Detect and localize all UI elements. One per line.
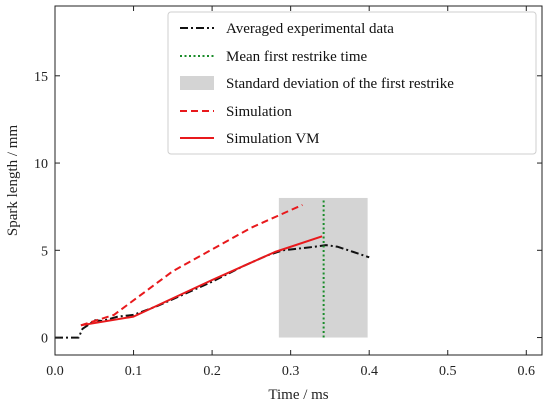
x-tick-label: 0.2 <box>203 364 221 379</box>
legend-label-simulation: Simulation <box>226 104 292 120</box>
legend-entry-simulation-vm: Simulation VM <box>180 131 320 147</box>
x-tick-label: 0.4 <box>360 364 378 379</box>
legend-label-experimental: Averaged experimental data <box>226 21 394 37</box>
y-tick-label: 10 <box>34 157 48 172</box>
legend-label-std-band: Standard deviation of the first restrike <box>226 76 454 92</box>
x-tick-label: 0.3 <box>282 364 300 379</box>
plot-frame <box>54 5 543 356</box>
y-tick-label: 5 <box>41 244 48 259</box>
y-tick-label: 0 <box>41 332 48 347</box>
legend: Averaged experimental data Mean first re… <box>167 11 537 155</box>
legend-entry-std-band: Standard deviation of the first restrike <box>180 76 454 92</box>
legend-swatch-std-band <box>180 76 214 90</box>
series-line-1 <box>80 203 303 327</box>
y-tick-label: 15 <box>34 70 48 85</box>
ticks-layer: 0.0 0.1 0.2 0.3 0.4 0.5 0.6 0 5 10 15 <box>34 6 542 379</box>
x-tick-label: 0.1 <box>125 364 143 379</box>
x-tick-label: 0.0 <box>46 364 64 379</box>
legend-label-mean-restrike: Mean first restrike time <box>226 49 368 65</box>
x-tick-label: 0.5 <box>439 364 457 379</box>
x-axis-label: Time / ms <box>268 387 328 403</box>
series-layer <box>55 203 370 339</box>
x-tick-label: 0.6 <box>518 364 536 379</box>
legend-entry-experimental: Averaged experimental data <box>180 21 394 37</box>
series-line-2 <box>80 235 323 327</box>
y-axis-label: Spark length / mm <box>5 125 21 237</box>
legend-box <box>167 11 537 155</box>
legend-entry-simulation: Simulation <box>180 104 292 120</box>
legend-entry-mean-restrike: Mean first restrike time <box>180 49 368 65</box>
legend-label-simulation-vm: Simulation VM <box>226 131 320 147</box>
